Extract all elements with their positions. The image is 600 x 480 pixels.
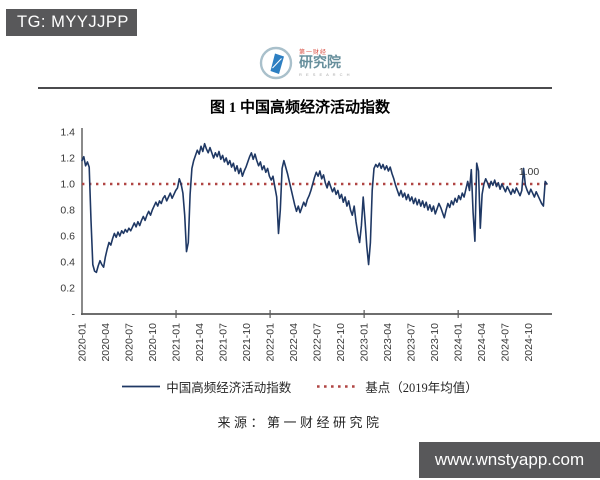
x-axis-label: 2022-01 (265, 323, 277, 362)
y-axis-label: 0.2 (60, 283, 75, 295)
x-axis-label: 2022-07 (312, 323, 324, 362)
x-axis-label: 2020-04 (100, 323, 112, 362)
chart-legend: 中国高频经济活动指数 基点（2019年均值） (0, 377, 600, 396)
y-axis-label: 1.4 (60, 127, 75, 139)
x-axis-label: 2023-04 (382, 323, 394, 362)
chart-title: 图 1 中国高频经济活动指数 (209, 100, 390, 116)
yicai-logo: 第一财经 研究院 R E S E A R C H (258, 44, 351, 82)
last-value-annotation: 1.00 (519, 166, 540, 178)
logo-slash (272, 58, 282, 69)
logo-brand-text: 第一财经 (299, 49, 328, 56)
x-axis-label: 2021-01 (171, 323, 183, 362)
x-axis-label: 2023-07 (406, 323, 418, 362)
economic-activity-line-chart: 1.4 1.2 1.0 0.8 0.6 0.4 0.2 -2020-01 2020-04 2020… (60, 127, 552, 362)
website-watermark-text: www.wnstyapp.com (434, 450, 585, 469)
legend-item-index: 中国高频经济活动指数 (122, 377, 291, 396)
index-series-line (81, 142, 548, 274)
legend-item-baseline: 基点（2019年均值） (317, 377, 478, 396)
telegram-watermark-text: TG: MYYJJPP (17, 13, 129, 31)
yicai-logo-icon (259, 46, 293, 80)
x-axis-label: 2024-07 (500, 323, 512, 362)
logo-research-text: R E S E A R C H (299, 71, 352, 77)
legend-solid-line-swatch (122, 385, 161, 388)
x-axis-label: 2022-04 (288, 323, 300, 362)
x-axis-label: 2020-01 (77, 323, 89, 362)
logo-text-block: 第一财经 研究院 R E S E A R C H (299, 50, 351, 77)
y-axis-label: 1.0 (60, 179, 75, 191)
y-axis-label: 1.2 (60, 153, 75, 165)
telegram-watermark-badge: TG: MYYJJPP (6, 9, 137, 36)
legend-label-index: 中国高频经济活动指数 (166, 381, 292, 395)
x-axis-label: 2021-07 (218, 323, 230, 362)
x-axis-label: 2023-10 (429, 323, 441, 362)
x-axis-label: 2024-10 (523, 323, 535, 362)
x-axis-label: 2024-01 (453, 323, 465, 362)
website-watermark-badge: www.wnstyapp.com (419, 442, 600, 478)
y-axis-label: - (72, 309, 76, 321)
y-axis-label: 0.8 (60, 205, 75, 217)
y-axis-label: 0.6 (60, 231, 75, 243)
x-axis-label: 2022-10 (335, 323, 347, 362)
x-axis-label: 2023-01 (359, 323, 371, 362)
logo-parallelogram (270, 53, 284, 74)
x-axis-label: 2020-10 (147, 323, 159, 362)
legend-dotted-line-swatch (317, 385, 360, 388)
x-axis-label: 2021-04 (194, 323, 206, 362)
figure-top-divider (38, 87, 552, 89)
source-note: 来源：第一财经研究院 (217, 415, 383, 430)
x-axis-label: 2020-07 (124, 323, 136, 362)
logo-circle (259, 46, 293, 80)
y-axis-label: 0.4 (60, 257, 75, 269)
logo-institute-text: 研究院 (299, 55, 341, 71)
legend-label-baseline: 基点（2019年均值） (365, 381, 478, 395)
x-axis-label: 2024-04 (476, 323, 488, 362)
x-axis-label: 2021-10 (241, 323, 253, 362)
